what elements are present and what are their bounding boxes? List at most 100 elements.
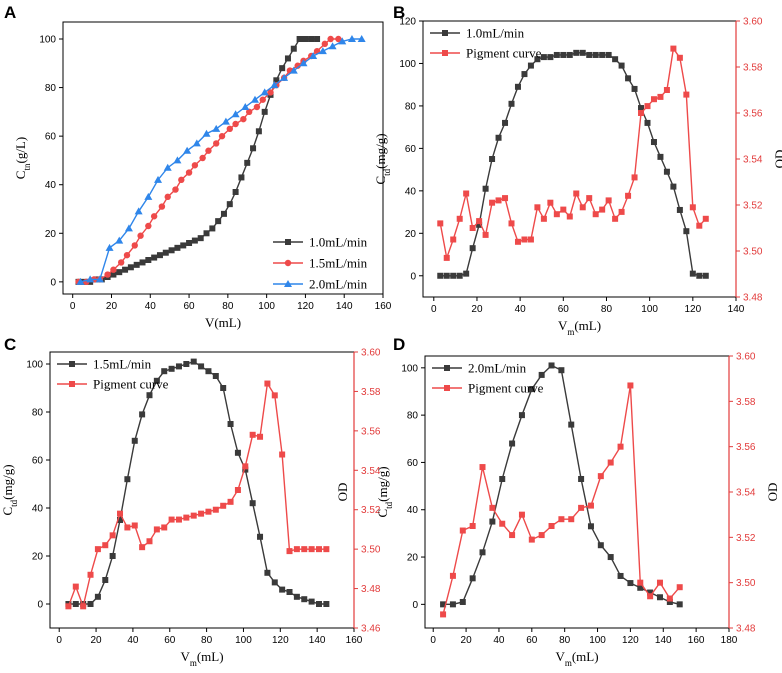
data-point	[657, 93, 664, 100]
y-tick-label: 60	[407, 458, 419, 469]
data-point	[508, 100, 515, 107]
data-point	[508, 220, 515, 227]
legend-marker	[444, 365, 450, 371]
data-point	[183, 361, 190, 367]
data-point	[183, 514, 190, 521]
data-point	[528, 386, 535, 393]
y2-tick-label: 3.60	[743, 17, 763, 28]
data-point	[168, 247, 175, 254]
data-point	[139, 411, 146, 418]
data-point	[308, 36, 315, 42]
data-point	[676, 584, 683, 591]
data-point	[605, 197, 612, 204]
data-point	[437, 272, 444, 279]
data-point	[242, 463, 249, 470]
data-point	[151, 254, 158, 261]
x-axis-title: Vm(mL)	[555, 649, 598, 668]
y-tick-label: 60	[32, 456, 44, 467]
x-tick-label: 120	[272, 635, 289, 646]
data-point	[110, 271, 117, 278]
y-axis-title: Ctn(g/L)	[13, 137, 32, 179]
data-point	[110, 266, 117, 273]
data-point	[625, 75, 632, 82]
data-point	[117, 510, 124, 517]
series-pigment-curve	[440, 382, 683, 618]
x-tick-label: 140	[728, 304, 745, 315]
x-tick-label: 0	[430, 635, 436, 646]
data-point	[528, 536, 535, 543]
legend-label: 1.0mL/min	[309, 235, 368, 250]
data-point	[443, 254, 450, 261]
data-point	[605, 51, 612, 58]
data-point	[168, 365, 175, 372]
data-point	[161, 524, 168, 531]
y-tick-label: 80	[405, 101, 417, 112]
data-point	[293, 593, 300, 600]
data-point	[264, 569, 271, 576]
y-tick-label: 100	[401, 363, 418, 374]
x-tick-label: 60	[526, 635, 538, 646]
data-point	[449, 601, 456, 608]
y2-tick-label: 3.58	[361, 387, 381, 398]
data-point	[178, 176, 185, 184]
x-tick-label: 60	[164, 635, 176, 646]
data-point	[547, 199, 554, 206]
data-point	[227, 421, 234, 427]
legend-label: Pigment curve	[468, 381, 544, 396]
y2-axis-title: OD	[772, 150, 782, 169]
data-point	[215, 218, 222, 225]
data-point	[244, 159, 251, 166]
data-point	[586, 195, 593, 202]
data-point	[456, 272, 463, 279]
data-point	[449, 572, 456, 579]
data-point	[314, 36, 321, 42]
data-point	[578, 504, 585, 511]
data-point	[175, 363, 182, 370]
x-tick-label: 120	[297, 301, 314, 312]
series-line	[68, 360, 327, 605]
y2-tick-label: 3.52	[736, 533, 756, 544]
data-point	[308, 546, 315, 553]
data-point	[558, 367, 565, 374]
legend-marker	[284, 259, 292, 267]
data-point	[553, 51, 560, 58]
y-tick-label: 40	[45, 180, 57, 191]
data-point	[566, 51, 573, 58]
y-tick-label: 60	[45, 132, 57, 143]
x-tick-label: 180	[721, 635, 738, 646]
data-point	[514, 238, 521, 245]
data-point	[116, 269, 123, 276]
data-point	[627, 382, 634, 389]
data-point	[117, 259, 125, 266]
x-tick-label: 20	[90, 635, 102, 646]
data-point	[459, 527, 466, 534]
data-point	[221, 117, 230, 125]
data-point	[226, 201, 233, 208]
data-point	[518, 412, 525, 419]
data-point	[183, 146, 192, 154]
x-tick-label: 60	[558, 304, 570, 315]
y-tick-label: 0	[412, 600, 418, 611]
data-point	[553, 211, 560, 218]
data-point	[548, 362, 555, 369]
data-point	[618, 208, 625, 215]
data-point	[122, 266, 129, 273]
x-tick-label: 140	[309, 635, 326, 646]
data-point	[509, 440, 516, 447]
series-2-0ml-min	[440, 362, 683, 608]
data-point	[702, 272, 709, 279]
x-tick-label: 20	[461, 635, 473, 646]
x-tick-label: 20	[106, 301, 118, 312]
legend: 1.0mL/min 1.5mL/min 2.0mL/min	[273, 235, 368, 292]
data-point	[502, 195, 509, 202]
legend-label: 1.5mL/min	[93, 357, 152, 372]
data-point	[199, 154, 206, 162]
x-tick-label: 160	[346, 635, 363, 646]
data-point	[579, 204, 586, 211]
data-point	[327, 35, 334, 43]
data-point	[124, 224, 133, 232]
data-point	[323, 546, 330, 553]
data-point	[599, 51, 606, 58]
y-tick-label: 20	[32, 552, 44, 563]
data-point	[257, 433, 264, 440]
